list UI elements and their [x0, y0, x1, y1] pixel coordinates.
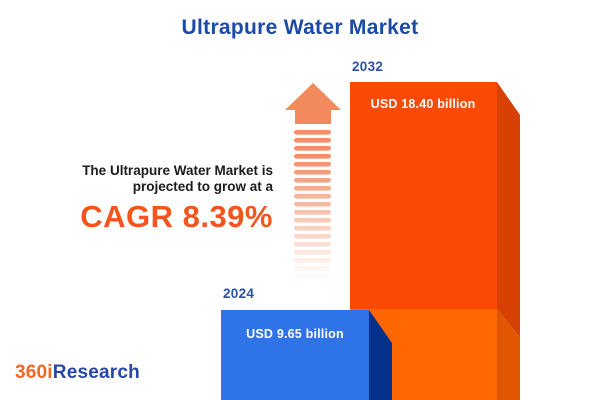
growth-annotation: The Ultrapure Water Market is projected …	[80, 163, 273, 233]
bar-2024-value-label: USD 9.65 billion	[246, 327, 344, 341]
bar-2032-value-label: USD 18.40 billion	[370, 97, 476, 111]
bar-2032-side-bottom	[497, 309, 520, 400]
annotation-line-1: The Ultrapure Water Market is	[82, 163, 273, 178]
brand-logo: 360iResearch	[15, 362, 140, 384]
bar-2032-year-label: 2032	[352, 59, 384, 74]
bar-2024-side	[369, 310, 392, 400]
cagr-value: CAGR 8.39%	[80, 199, 273, 234]
bar-2032-side-top	[497, 82, 520, 338]
bar-2032-front-top	[350, 82, 497, 309]
brand-logo-suffix: Research	[52, 362, 140, 383]
growth-arrow-stripes	[294, 130, 331, 279]
bar-2024-year-label: 2024	[223, 286, 255, 301]
brand-logo-prefix: 360i	[15, 362, 53, 383]
growth-arrow-icon	[285, 83, 341, 124]
bar-2024-front	[221, 310, 369, 400]
page-title: Ultrapure Water Market	[181, 16, 419, 39]
annotation-line-2: projected to grow at a	[132, 179, 273, 194]
